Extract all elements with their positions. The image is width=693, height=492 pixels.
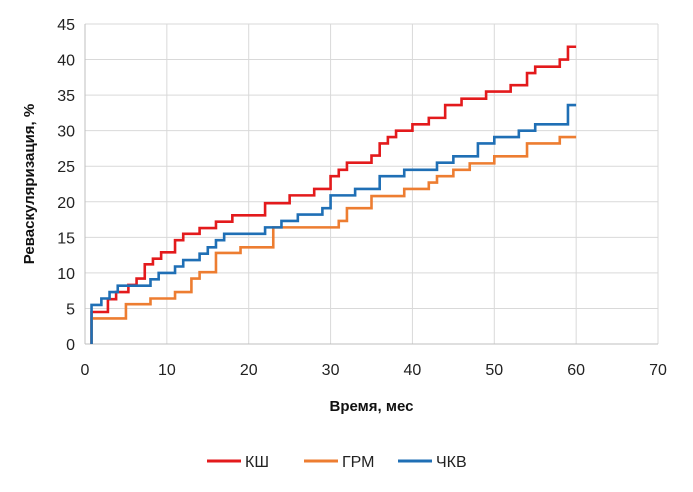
legend-label-1: КШ [245, 454, 269, 471]
y-tick-label: 45 [57, 17, 75, 34]
x-tick-label: 50 [485, 362, 503, 379]
series-line-2 [90, 135, 577, 344]
series-line-1 [90, 45, 577, 344]
x-axis-title: Время, мес [330, 398, 414, 415]
y-tick-label: 40 [57, 53, 75, 70]
series-group [90, 45, 577, 344]
x-tick-label: 60 [567, 362, 585, 379]
axes [84, 24, 658, 345]
x-tick-label: 40 [404, 362, 422, 379]
x-tick-label: 20 [240, 362, 258, 379]
y-tick-label: 5 [66, 301, 75, 318]
x-tick-label: 70 [649, 362, 667, 379]
grid [85, 23, 659, 344]
legend: КШ ГРМ ЧКВ [207, 454, 467, 471]
legend-label-3: ЧКВ [436, 454, 467, 471]
y-tick-label: 0 [66, 337, 75, 354]
x-tick-label: 0 [81, 362, 90, 379]
y-tick-label: 30 [57, 124, 75, 141]
legend-label-2: ГРМ [342, 454, 374, 471]
y-tick-label: 10 [57, 266, 75, 283]
series-line-3 [90, 103, 577, 344]
x-tick-label: 30 [322, 362, 340, 379]
y-tick-label: 25 [57, 159, 75, 176]
y-tick-label: 15 [57, 230, 75, 247]
tick-labels: 0 5 10 15 20 25 30 35 40 45 0 10 20 30 40 50 60 70 [57, 17, 667, 379]
y-axis-title: Реваскуляризация, % [21, 104, 38, 264]
x-tick-label: 10 [158, 362, 176, 379]
y-tick-label: 20 [57, 195, 75, 212]
y-tick-label: 35 [57, 88, 75, 105]
